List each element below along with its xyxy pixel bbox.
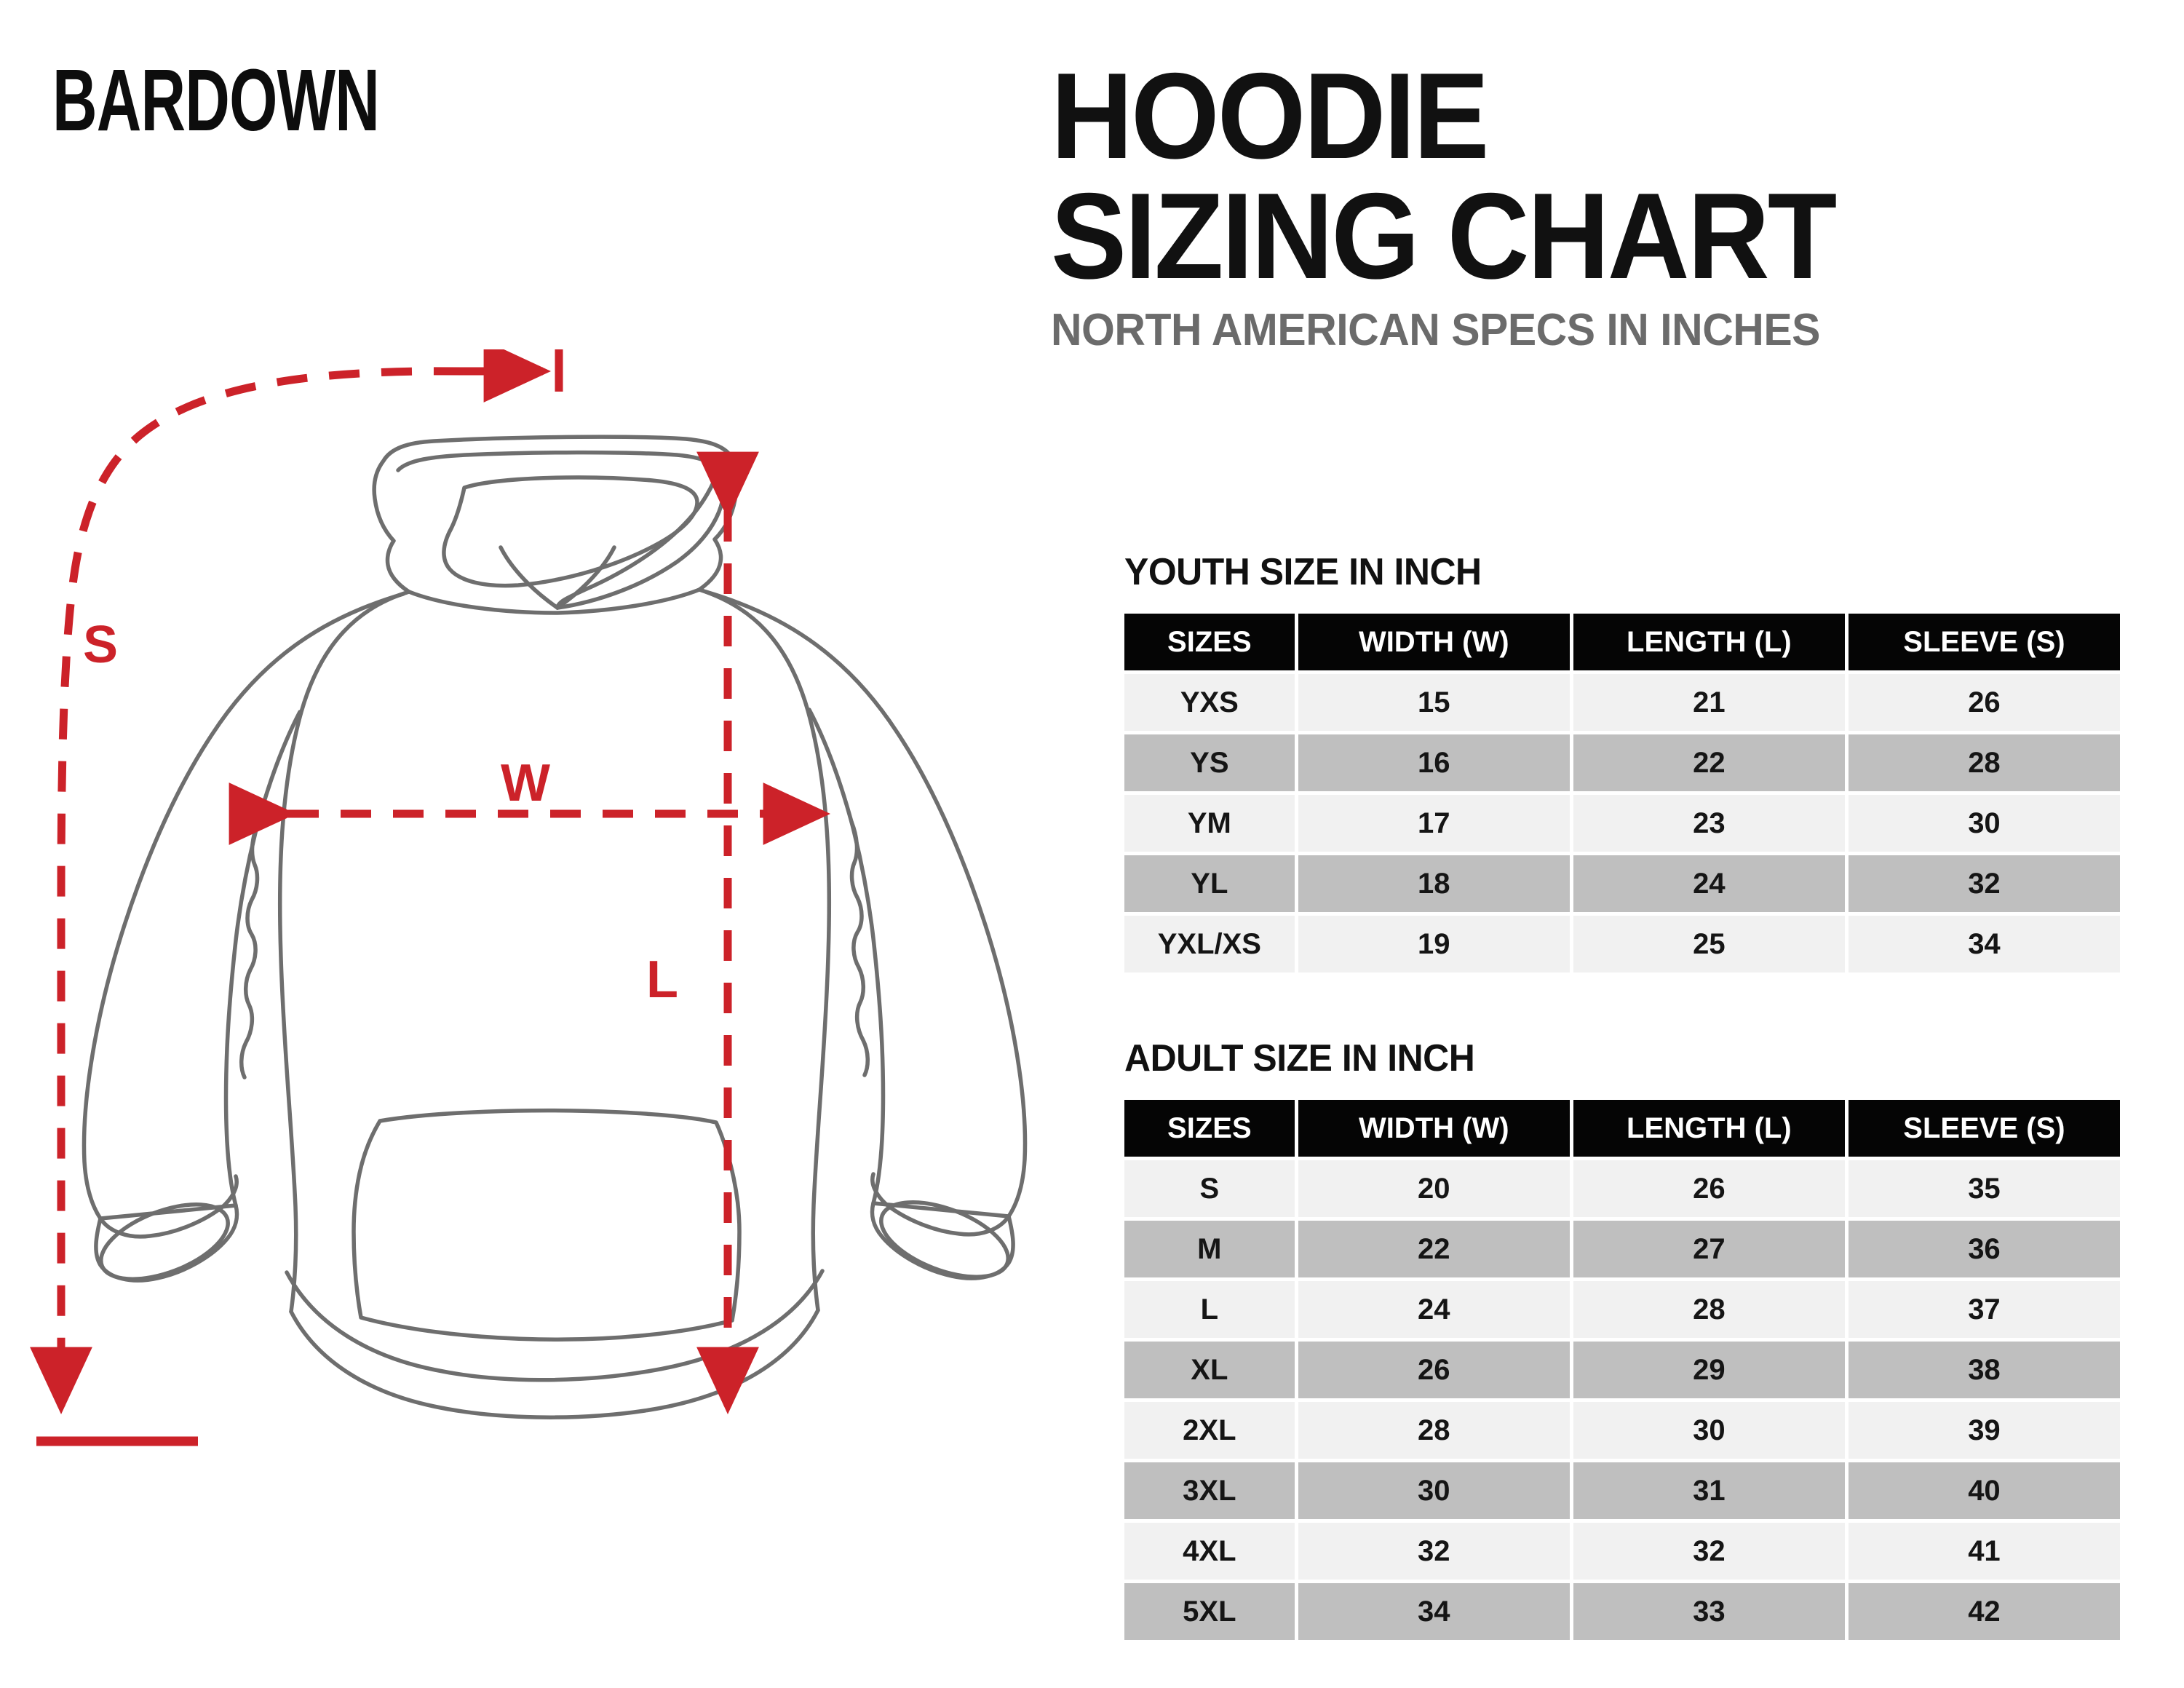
cell-width: 26: [1298, 1342, 1570, 1398]
cell-sleeve: 36: [1848, 1221, 2120, 1277]
column-header-sleeve: SLEEVE (S): [1848, 614, 2120, 670]
column-header-sizes: SIZES: [1124, 614, 1295, 670]
table-row: YXS 15 21 26: [1124, 674, 2120, 731]
table-row: XL 26 29 38: [1124, 1342, 2120, 1398]
table-row: 4XL 32 32 41: [1124, 1523, 2120, 1580]
cell-length: 33: [1573, 1583, 1845, 1640]
cell-length: 32: [1573, 1523, 1845, 1580]
table-row: 2XL 28 30 39: [1124, 1402, 2120, 1459]
cell-sleeve: 37: [1848, 1281, 2120, 1338]
cell-width: 28: [1298, 1402, 1570, 1459]
page-subtitle: NORTH AMERICAN SPECS IN INCHES: [1051, 305, 1820, 356]
cell-length: 22: [1573, 734, 1845, 791]
cell-size: L: [1124, 1281, 1295, 1338]
cell-sleeve: 38: [1848, 1342, 2120, 1398]
page-title-line-2: SIZING CHART: [1051, 167, 1837, 304]
cell-length: 23: [1573, 795, 1845, 852]
column-header-length: LENGTH (L): [1573, 1100, 1845, 1157]
cell-length: 25: [1573, 916, 1845, 972]
cell-sleeve: 28: [1848, 734, 2120, 791]
cell-width: 30: [1298, 1462, 1570, 1519]
table-row: YXL/XS 19 25 34: [1124, 916, 2120, 972]
cell-size: 2XL: [1124, 1402, 1295, 1459]
column-header-length: LENGTH (L): [1573, 614, 1845, 670]
cell-size: YM: [1124, 795, 1295, 852]
cell-sleeve: 39: [1848, 1402, 2120, 1459]
cell-size: YS: [1124, 734, 1295, 791]
cell-size: S: [1124, 1160, 1295, 1217]
cell-length: 29: [1573, 1342, 1845, 1398]
table-header-row: SIZES WIDTH (W) LENGTH (L) SLEEVE (S): [1124, 1100, 2120, 1157]
cell-sleeve: 35: [1848, 1160, 2120, 1217]
cell-size: XL: [1124, 1342, 1295, 1398]
youth-section-title: YOUTH SIZE IN INCH: [1124, 551, 1482, 593]
cell-length: 26: [1573, 1160, 1845, 1217]
cell-sleeve: 40: [1848, 1462, 2120, 1519]
cell-length: 27: [1573, 1221, 1845, 1277]
cell-width: 17: [1298, 795, 1570, 852]
cell-width: 32: [1298, 1523, 1570, 1580]
cell-width: 24: [1298, 1281, 1570, 1338]
column-header-width: WIDTH (W): [1298, 1100, 1570, 1157]
cell-width: 18: [1298, 855, 1570, 912]
table-row: M 22 27 36: [1124, 1221, 2120, 1277]
page-title-line-1: HOODIE: [1051, 47, 1489, 184]
column-header-width: WIDTH (W): [1298, 614, 1570, 670]
cell-length: 28: [1573, 1281, 1845, 1338]
cell-length: 21: [1573, 674, 1845, 731]
cell-width: 34: [1298, 1583, 1570, 1640]
table-row: YL 18 24 32: [1124, 855, 2120, 912]
cell-width: 16: [1298, 734, 1570, 791]
adult-size-section: ADULT SIZE IN INCH SIZES WIDTH (W) LENGT…: [1124, 1039, 2127, 1644]
hoodie-illustration: S W L: [29, 349, 1033, 1514]
cell-size: YL: [1124, 855, 1295, 912]
adult-section-title: ADULT SIZE IN INCH: [1124, 1037, 1475, 1079]
table-row: 3XL 30 31 40: [1124, 1462, 2120, 1519]
brand-logo: BARDOWN: [52, 52, 380, 150]
cell-sleeve: 26: [1848, 674, 2120, 731]
youth-size-table: SIZES WIDTH (W) LENGTH (L) SLEEVE (S) YX…: [1121, 610, 2124, 976]
width-measure-label: W: [501, 754, 550, 812]
length-measure-label: L: [646, 951, 678, 1009]
table-row: L 24 28 37: [1124, 1281, 2120, 1338]
cell-sleeve: 42: [1848, 1583, 2120, 1640]
table-row: YS 16 22 28: [1124, 734, 2120, 791]
cell-width: 22: [1298, 1221, 1570, 1277]
cell-length: 31: [1573, 1462, 1845, 1519]
cell-size: M: [1124, 1221, 1295, 1277]
cell-size: 5XL: [1124, 1583, 1295, 1640]
cell-size: YXS: [1124, 674, 1295, 731]
cell-width: 15: [1298, 674, 1570, 731]
cell-size: YXL/XS: [1124, 916, 1295, 972]
cell-size: 3XL: [1124, 1462, 1295, 1519]
cell-width: 20: [1298, 1160, 1570, 1217]
cell-sleeve: 41: [1848, 1523, 2120, 1580]
column-header-sizes: SIZES: [1124, 1100, 1295, 1157]
cell-length: 30: [1573, 1402, 1845, 1459]
table-row: S 20 26 35: [1124, 1160, 2120, 1217]
youth-size-section: YOUTH SIZE IN INCH SIZES WIDTH (W) LENGT…: [1124, 553, 2127, 976]
cell-sleeve: 34: [1848, 916, 2120, 972]
cell-sleeve: 32: [1848, 855, 2120, 912]
table-header-row: SIZES WIDTH (W) LENGTH (L) SLEEVE (S): [1124, 614, 2120, 670]
sleeve-measure-label: S: [83, 616, 118, 674]
page-header: HOODIE SIZING CHART NORTH AMERICAN SPECS…: [1051, 47, 2143, 356]
cell-size: 4XL: [1124, 1523, 1295, 1580]
cell-sleeve: 30: [1848, 795, 2120, 852]
cell-length: 24: [1573, 855, 1845, 912]
column-header-sleeve: SLEEVE (S): [1848, 1100, 2120, 1157]
adult-size-table: SIZES WIDTH (W) LENGTH (L) SLEEVE (S) S …: [1121, 1096, 2124, 1644]
cell-width: 19: [1298, 916, 1570, 972]
table-row: YM 17 23 30: [1124, 795, 2120, 852]
table-row: 5XL 34 33 42: [1124, 1583, 2120, 1640]
